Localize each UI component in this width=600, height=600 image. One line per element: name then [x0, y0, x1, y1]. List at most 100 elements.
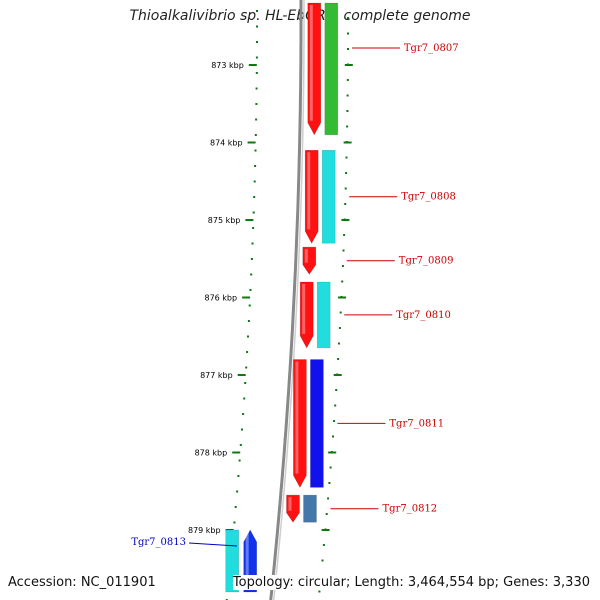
gene-strand-arrow	[299, 281, 314, 349]
gene-features	[225, 2, 339, 593]
gene-strand-arrow	[307, 2, 322, 136]
genome-backbone	[269, 0, 305, 600]
accession-text: Accession: NC_011901	[8, 575, 156, 590]
gene-category-bar	[324, 2, 339, 135]
minor-dot	[247, 335, 249, 338]
major-tick	[242, 296, 251, 299]
minor-dot	[338, 327, 341, 329]
minor-dot	[243, 397, 246, 400]
gene-label: Tgr7_0812	[383, 504, 438, 515]
minor-dot	[255, 118, 258, 121]
gene-category-bar	[310, 359, 324, 488]
major-tick	[232, 451, 241, 454]
minor-dot	[342, 249, 345, 252]
minor-dot	[322, 544, 325, 546]
gene-label: Tgr7_0808	[401, 192, 456, 203]
scale-label: 879 kbp	[188, 526, 221, 535]
minor-dot	[318, 590, 321, 593]
scale-label: 874 kbp	[210, 139, 243, 148]
minor-dot	[253, 180, 256, 183]
label-leader-line	[188, 542, 238, 547]
minor-dot	[256, 41, 258, 43]
topology-text: Topology: circular; Length: 3,464,554 bp…	[232, 575, 590, 590]
minor-dot	[338, 342, 340, 345]
gene-highlight	[302, 284, 306, 334]
minor-dot	[335, 389, 338, 391]
minor-dot	[248, 304, 251, 307]
scale-label: 877 kbp	[200, 371, 233, 380]
minor-dot	[344, 203, 347, 205]
minor-dot	[254, 165, 257, 167]
major-tick	[248, 64, 257, 66]
minor-dot	[255, 56, 258, 59]
gene-label: Tgr7_0809	[399, 256, 454, 267]
major-tick	[245, 219, 254, 221]
scale-label: 875 kbp	[208, 216, 241, 225]
gene-highlight	[245, 532, 249, 578]
minor-dot	[247, 320, 250, 322]
minor-dot	[347, 48, 349, 50]
minor-dot	[246, 351, 249, 353]
minor-dot	[339, 311, 342, 314]
gene-labels: Tgr7_0807 Tgr7_0808 Tgr7_0809 Tgr7_0810 Tgr7…	[131, 43, 458, 548]
minor-dot	[343, 234, 346, 236]
gene-highlight	[304, 249, 308, 263]
gene-highlight	[288, 497, 292, 511]
major-tick	[341, 219, 350, 221]
gene-highlight	[309, 5, 313, 121]
minor-dot	[346, 125, 349, 128]
minor-dot	[347, 17, 349, 19]
major-tick	[343, 141, 352, 144]
minor-dot	[241, 428, 243, 431]
gene-highlight	[307, 152, 311, 230]
major-tick	[338, 296, 347, 299]
minor-dot	[346, 94, 349, 97]
minor-dot	[256, 10, 258, 12]
minor-dot	[347, 32, 349, 35]
minor-dot	[251, 242, 254, 245]
minor-dot	[242, 413, 245, 415]
minor-dot	[328, 482, 331, 484]
minor-dot	[237, 475, 240, 477]
major-tick	[333, 374, 342, 376]
minor-dot	[239, 444, 242, 446]
minor-dot	[329, 466, 332, 469]
scale-label: 876 kbp	[204, 294, 237, 303]
major-tick	[321, 529, 330, 531]
minor-dot	[346, 79, 349, 81]
gene-category-bar	[316, 281, 331, 349]
minor-dot	[256, 25, 258, 28]
major-tick	[247, 141, 256, 144]
minor-dot	[325, 513, 328, 515]
minor-dot	[252, 211, 255, 214]
minor-dot	[238, 459, 241, 462]
minor-dot	[233, 521, 236, 524]
minor-dot	[245, 366, 248, 369]
gene-category-bar	[321, 150, 336, 244]
major-tick	[237, 374, 246, 376]
gene-strand-arrow	[304, 150, 319, 244]
gene-label: Tgr7_0813	[131, 537, 186, 548]
minor-dot	[255, 72, 258, 74]
backbone-line	[269, 0, 303, 600]
minor-dot	[321, 559, 324, 562]
gene-label: Tgr7_0807	[404, 43, 459, 54]
minor-dot	[249, 289, 252, 291]
minor-dot	[341, 265, 344, 267]
gene-strand-arrow	[286, 494, 300, 523]
minor-dot	[250, 258, 253, 260]
minor-dot	[333, 420, 336, 422]
gene-highlight	[295, 361, 299, 474]
gene-label: Tgr7_0811	[389, 418, 444, 429]
minor-dot	[255, 103, 258, 105]
gene-label: Tgr7_0810	[396, 310, 451, 321]
scale-label: 878 kbp	[195, 449, 228, 458]
minor-dot	[250, 273, 253, 276]
gene-strand-arrow	[293, 359, 307, 489]
minor-dot	[254, 149, 257, 152]
minor-dot	[244, 382, 247, 384]
scale-label: 873 kbp	[211, 61, 244, 70]
minor-dot	[346, 110, 349, 112]
minor-dot	[236, 490, 239, 493]
